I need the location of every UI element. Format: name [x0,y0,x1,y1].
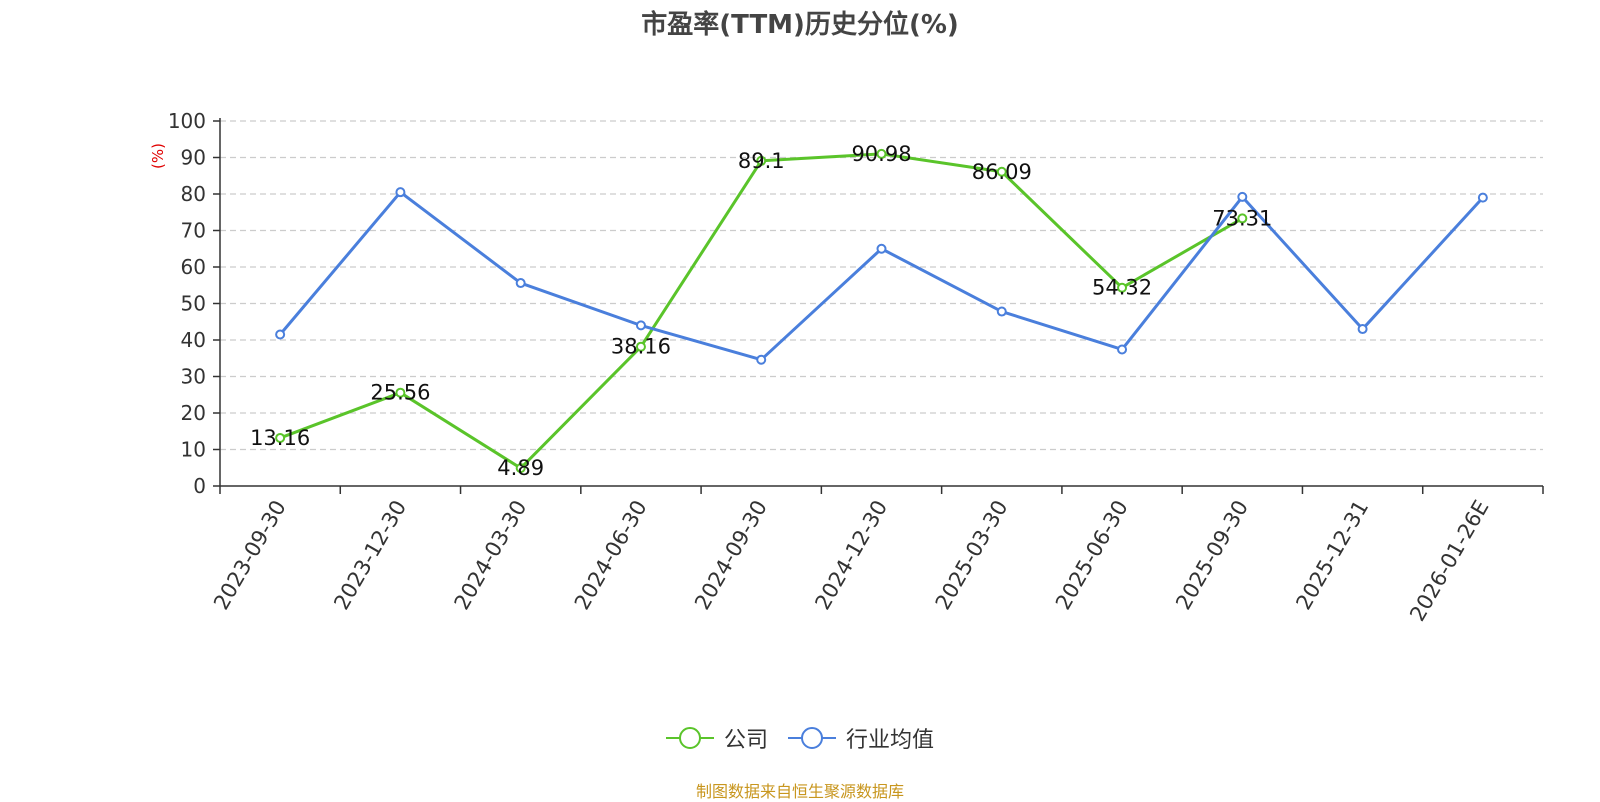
x-tick-label: 2026-01-26E [1405,496,1493,625]
data-point [635,341,646,352]
legend-line-circle-icon [788,727,836,749]
series-line-0 [279,152,1244,470]
data-label: 4.89 [497,456,544,480]
chart-title: 市盈率(TTM)历史分位(%) [641,10,959,40]
y-tick-label: 90 [181,146,206,170]
x-tick-label: 2024-12-30 [810,496,892,614]
data-point [515,463,526,474]
x-tick-label: 2023-09-30 [209,496,291,614]
y-axis-unit-label: (%) [149,143,167,169]
data-label: 73.31 [1212,206,1272,230]
data-point [1117,344,1128,355]
x-tick-label: 2024-06-30 [570,496,652,614]
series-line-1 [278,190,1484,362]
y-tick-label: 0 [193,474,206,498]
data-point [635,320,646,331]
line-chart: 0 10 20 30 40 50 60 70 80 90 100(%) 2023-09-30 2023-… [149,109,1544,625]
data-point [1237,213,1248,224]
data-point [395,187,406,198]
data-point [1357,324,1368,335]
legend: 公司 行业均值 [0,722,1600,754]
data-point [876,148,887,159]
x-tick-label: 2025-03-30 [931,496,1013,614]
y-tick-label: 50 [181,292,206,316]
data-label: 89.1 [738,149,785,173]
x-tick-label: 2025-12-31 [1291,496,1373,614]
y-tick-label: 10 [181,438,206,462]
y-tick-label: 40 [181,328,206,352]
x-tick-label: 2025-09-30 [1171,496,1253,614]
data-point [1117,282,1128,293]
x-tick-label: 2025-06-30 [1051,496,1133,614]
data-point [1237,191,1248,202]
data-point [275,432,286,443]
y-tick-label: 60 [181,255,206,279]
legend-label-industry-average: 行业均值 [846,728,935,753]
x-tick-label: 2024-03-30 [450,496,532,614]
x-tick-label: 2024-09-30 [690,496,772,614]
legend-item-industry-average[interactable]: 行业均值 [788,722,934,754]
data-label: 54.32 [1092,276,1152,300]
data-point [515,278,526,289]
data-label: 13.16 [250,426,310,450]
legend-line-circle-icon [665,727,714,749]
y-tick-label: 70 [181,219,206,243]
data-point [756,354,767,365]
y-tick-label: 100 [168,109,206,133]
legend-item-company[interactable]: 公司 [665,722,768,754]
data-label: 25.56 [370,381,430,405]
data-point [996,306,1007,317]
data-label: 38.16 [611,335,671,359]
data-label: 90.98 [851,142,911,166]
y-tick-label: 20 [181,401,206,425]
y-tick-label: 30 [181,365,206,389]
data-point [275,329,286,340]
data-point [996,166,1007,177]
y-tick-label: 80 [181,182,206,206]
data-point [756,155,767,166]
data-point [876,243,887,254]
data-point [1477,192,1488,203]
data-source-note: 制图数据来自恒生聚源数据库 [695,782,904,801]
x-tick-label: 2023-12-30 [329,496,411,614]
data-point [395,387,406,398]
data-label: 86.09 [972,160,1032,184]
legend-label-company: 公司 [723,728,768,753]
